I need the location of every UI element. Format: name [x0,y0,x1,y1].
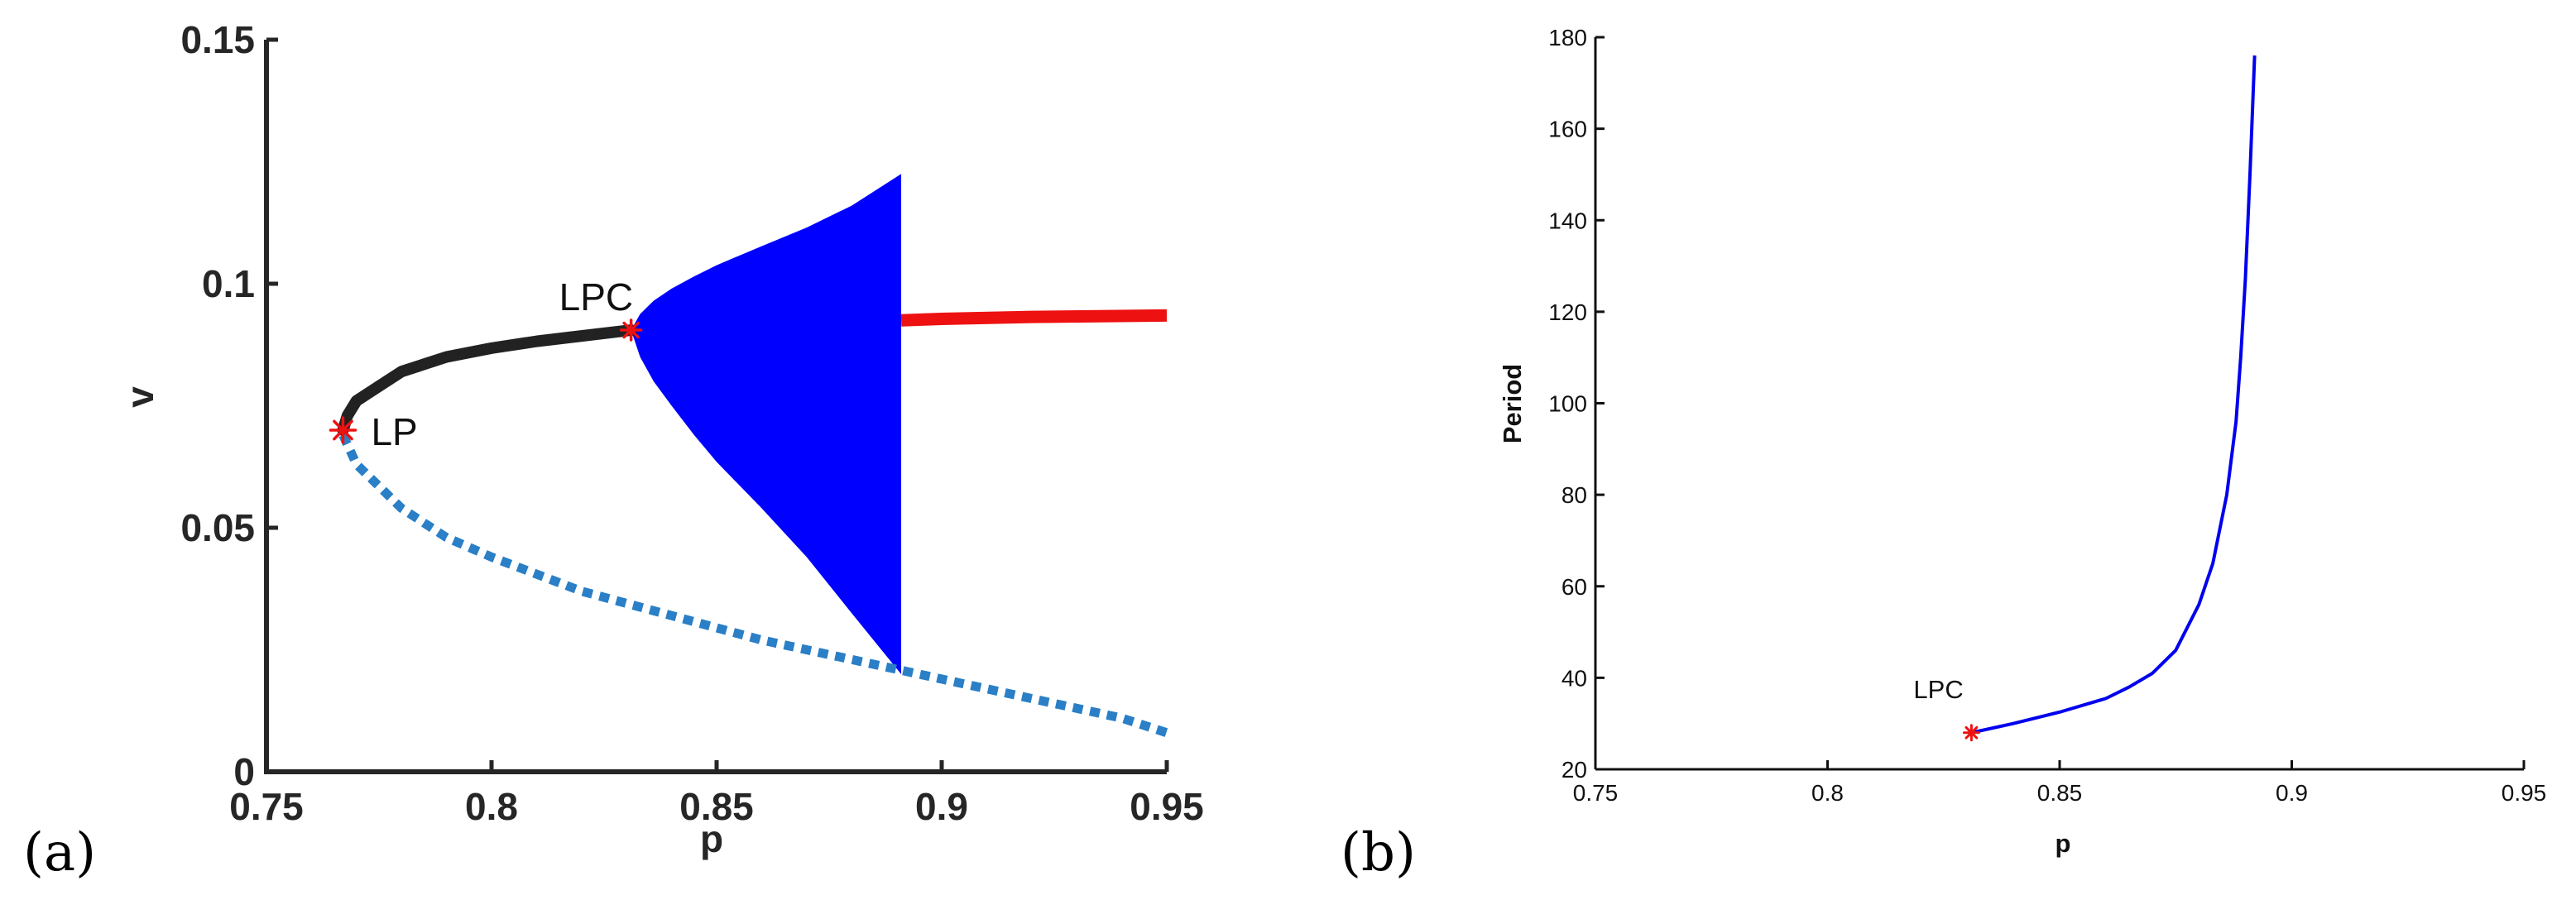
series-line-black-branch [337,324,637,436]
y-tick-label: 40 [1561,665,1587,691]
y-tick-label: 0 [233,750,255,793]
x-tick-label: 0.8 [465,785,518,828]
panel-label-a: (a) [23,822,96,883]
x-axis-label: p [2056,829,2071,858]
x-tick-label: 0.95 [2502,780,2547,806]
y-axis-label: v [118,386,161,408]
lp-point-marker [329,416,357,444]
lpc-point-marker-stroke [1964,725,1979,740]
y-tick-label: 120 [1548,299,1587,325]
y-tick-label: 20 [1561,757,1587,783]
x-tick-label: 0.8 [1811,780,1844,806]
x-tick-label: 0.85 [679,785,754,828]
y-tick-label: 180 [1548,25,1587,50]
lpc-annotation: LPC [559,275,633,318]
lp-annotation: LP [371,410,417,453]
series-line-period [1970,55,2257,735]
y-tick-label: 0.15 [180,18,255,61]
lp-point-marker-stroke [333,419,353,441]
y-tick-label: 60 [1561,574,1587,600]
y-tick-label: 100 [1548,391,1587,417]
lpc-point-marker [619,318,643,342]
series-line-red-branch [900,309,1168,327]
y-axis-label: Period [1498,364,1527,443]
x-tick-label: 0.85 [2037,780,2083,806]
x-tick-label: 0.9 [915,785,968,828]
lpc-annotation: LPC [1913,675,1963,704]
x-tick-label: 0.75 [1573,780,1619,806]
lpc-point-marker-stroke [622,321,640,339]
y-tick-label: 140 [1548,208,1587,233]
x-tick-label: 0.75 [229,785,304,828]
y-tick-label: 0.05 [180,506,255,549]
panel-label-b: (b) [1341,822,1416,883]
y-tick-label: 0.1 [202,262,255,305]
x-tick-label: 0.95 [1130,785,1204,828]
limit-cycle-envelope [631,174,902,674]
x-axis-label: p [700,817,723,860]
chart-panel-b: 0.75 0.8 0.85 0.9 0.95 20 40 60 80 100 120 140 160 18… [1341,25,2546,883]
chart-panel-a: 0.75 0.8 0.85 0.9 0.95 0 0.05 0.1 0.15 p v LP LPC (a) [23,18,1204,883]
x-tick-label: 0.9 [2276,780,2308,806]
series-line-dashed-branch [338,433,1168,738]
lpc-point-marker [1962,724,1980,742]
y-tick-label: 80 [1561,482,1587,508]
y-tick-label: 160 [1548,117,1587,142]
